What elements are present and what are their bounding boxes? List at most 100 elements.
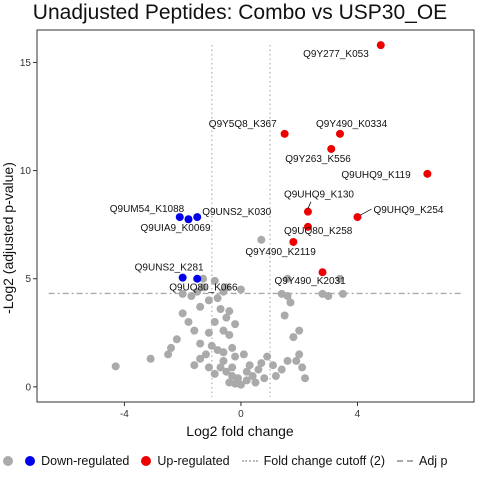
data-point-gray bbox=[213, 294, 222, 303]
y-tick-label: 15 bbox=[20, 58, 32, 69]
point-label: Q9UHQ9_K254 bbox=[373, 205, 443, 216]
data-point-gray bbox=[239, 350, 248, 359]
data-point-gray bbox=[338, 289, 347, 298]
data-point-gray bbox=[222, 313, 231, 322]
legend-item: Fold change cutoff (2) bbox=[241, 454, 385, 468]
data-point-down bbox=[178, 273, 187, 282]
data-point-gray bbox=[277, 365, 286, 374]
data-point-gray bbox=[242, 376, 251, 385]
legend-label: Adj p bbox=[419, 454, 448, 468]
data-point-gray bbox=[257, 235, 266, 244]
point-label: Q9Y5Q8_K367 bbox=[209, 119, 277, 130]
data-point-gray bbox=[196, 339, 205, 348]
point-label: Q9UNS2_K281 bbox=[135, 263, 204, 274]
legend-label: Up-regulated bbox=[157, 454, 230, 468]
plot-panel-border bbox=[36, 29, 475, 403]
legend-line-icon bbox=[397, 460, 413, 462]
data-point-gray bbox=[210, 317, 219, 326]
point-label: Q9UIA9_K0069 bbox=[140, 223, 210, 234]
data-point-gray bbox=[301, 374, 310, 383]
y-axis-label: -Log2 (adjusted p-value) bbox=[0, 162, 16, 314]
legend-item: Down-regulated bbox=[25, 454, 129, 468]
legend-label: Down-regulated bbox=[41, 454, 130, 468]
data-point-gray bbox=[178, 309, 187, 318]
data-point-gray bbox=[283, 292, 292, 301]
data-point-gray bbox=[280, 311, 289, 320]
data-point-gray bbox=[236, 285, 245, 294]
data-point-gray bbox=[111, 362, 120, 371]
point-label: Q9UQ80_K066 bbox=[169, 283, 238, 294]
data-point-up bbox=[318, 268, 327, 277]
data-point-gray bbox=[268, 361, 277, 370]
data-point-gray bbox=[210, 276, 219, 285]
legend: ation Down-regulated Up-regulated Fold chan… bbox=[0, 451, 460, 471]
legend-label: Fold change cutoff (2) bbox=[263, 454, 385, 468]
data-point-gray bbox=[228, 363, 237, 372]
data-point-gray bbox=[146, 354, 155, 363]
data-point-gray bbox=[167, 343, 176, 352]
data-point-gray bbox=[335, 274, 344, 283]
chart-title: Unadjusted Peptides: Combo vs USP30_OE bbox=[32, 1, 448, 24]
data-point-gray bbox=[292, 356, 301, 365]
data-point-up bbox=[335, 129, 344, 138]
data-point-gray bbox=[231, 379, 240, 388]
data-point-gray bbox=[204, 328, 213, 337]
data-point-up bbox=[376, 41, 385, 50]
x-tick-label: 4 bbox=[355, 409, 361, 420]
data-point-up bbox=[280, 129, 289, 138]
data-point-gray bbox=[196, 354, 205, 363]
point-label: Q9Y490_K2031 bbox=[275, 276, 347, 287]
data-point-up bbox=[423, 169, 432, 178]
data-point-gray bbox=[207, 341, 216, 350]
data-point-gray bbox=[219, 348, 228, 357]
y-tick-label: 0 bbox=[25, 382, 31, 393]
data-point-gray bbox=[260, 374, 269, 383]
data-point-gray bbox=[286, 298, 295, 307]
data-point-gray bbox=[216, 305, 225, 313]
data-point-gray bbox=[228, 343, 237, 352]
data-point-gray bbox=[178, 289, 187, 298]
x-axis-label: Log2 fold change bbox=[186, 423, 294, 439]
legend-dot-icon bbox=[141, 456, 152, 466]
point-label: Q9UQ80_K258 bbox=[284, 226, 353, 237]
legend-line-icon bbox=[241, 460, 258, 462]
data-point-gray bbox=[199, 274, 208, 283]
data-point-gray bbox=[231, 320, 240, 329]
data-point-gray bbox=[225, 330, 234, 339]
data-point-gray bbox=[164, 350, 173, 359]
data-point-gray bbox=[263, 352, 272, 361]
x-tick-label: 0 bbox=[238, 409, 244, 420]
point-label: Q9UM54_K1088 bbox=[110, 204, 185, 215]
data-point-gray bbox=[283, 356, 292, 365]
data-point-gray bbox=[172, 335, 181, 344]
legend-item: Adj p bbox=[397, 454, 448, 468]
label-leader-line bbox=[360, 208, 372, 216]
data-point-gray bbox=[251, 378, 260, 387]
data-point-gray bbox=[219, 356, 228, 365]
data-point-gray bbox=[196, 302, 205, 311]
data-point-gray bbox=[190, 361, 199, 370]
data-point-up bbox=[353, 213, 362, 222]
data-point-up bbox=[289, 237, 298, 246]
point-label: Q9Y277_K053 bbox=[303, 49, 369, 60]
legend-item: Up-regulated bbox=[141, 454, 230, 468]
point-label: Q9Y263_K556 bbox=[285, 154, 351, 165]
data-point-gray bbox=[225, 307, 234, 316]
data-point-gray bbox=[245, 361, 254, 370]
legend-item: ation bbox=[0, 454, 14, 468]
point-label: Q9Y490_K0334 bbox=[316, 119, 388, 130]
data-point-gray bbox=[254, 365, 263, 374]
data-point-down bbox=[184, 215, 193, 224]
point-label: Q9UNS2_K030 bbox=[202, 207, 271, 218]
data-point-gray bbox=[295, 326, 304, 335]
label-leader-line bbox=[307, 201, 312, 209]
data-point-gray bbox=[216, 363, 225, 372]
data-point-gray bbox=[187, 292, 196, 301]
point-label: Q9UHQ9_K119 bbox=[341, 170, 411, 181]
data-point-gray bbox=[210, 369, 219, 378]
point-label: Q9Y490_K2119 bbox=[245, 247, 316, 258]
data-point-gray bbox=[199, 283, 208, 292]
data-point-down bbox=[193, 213, 202, 222]
